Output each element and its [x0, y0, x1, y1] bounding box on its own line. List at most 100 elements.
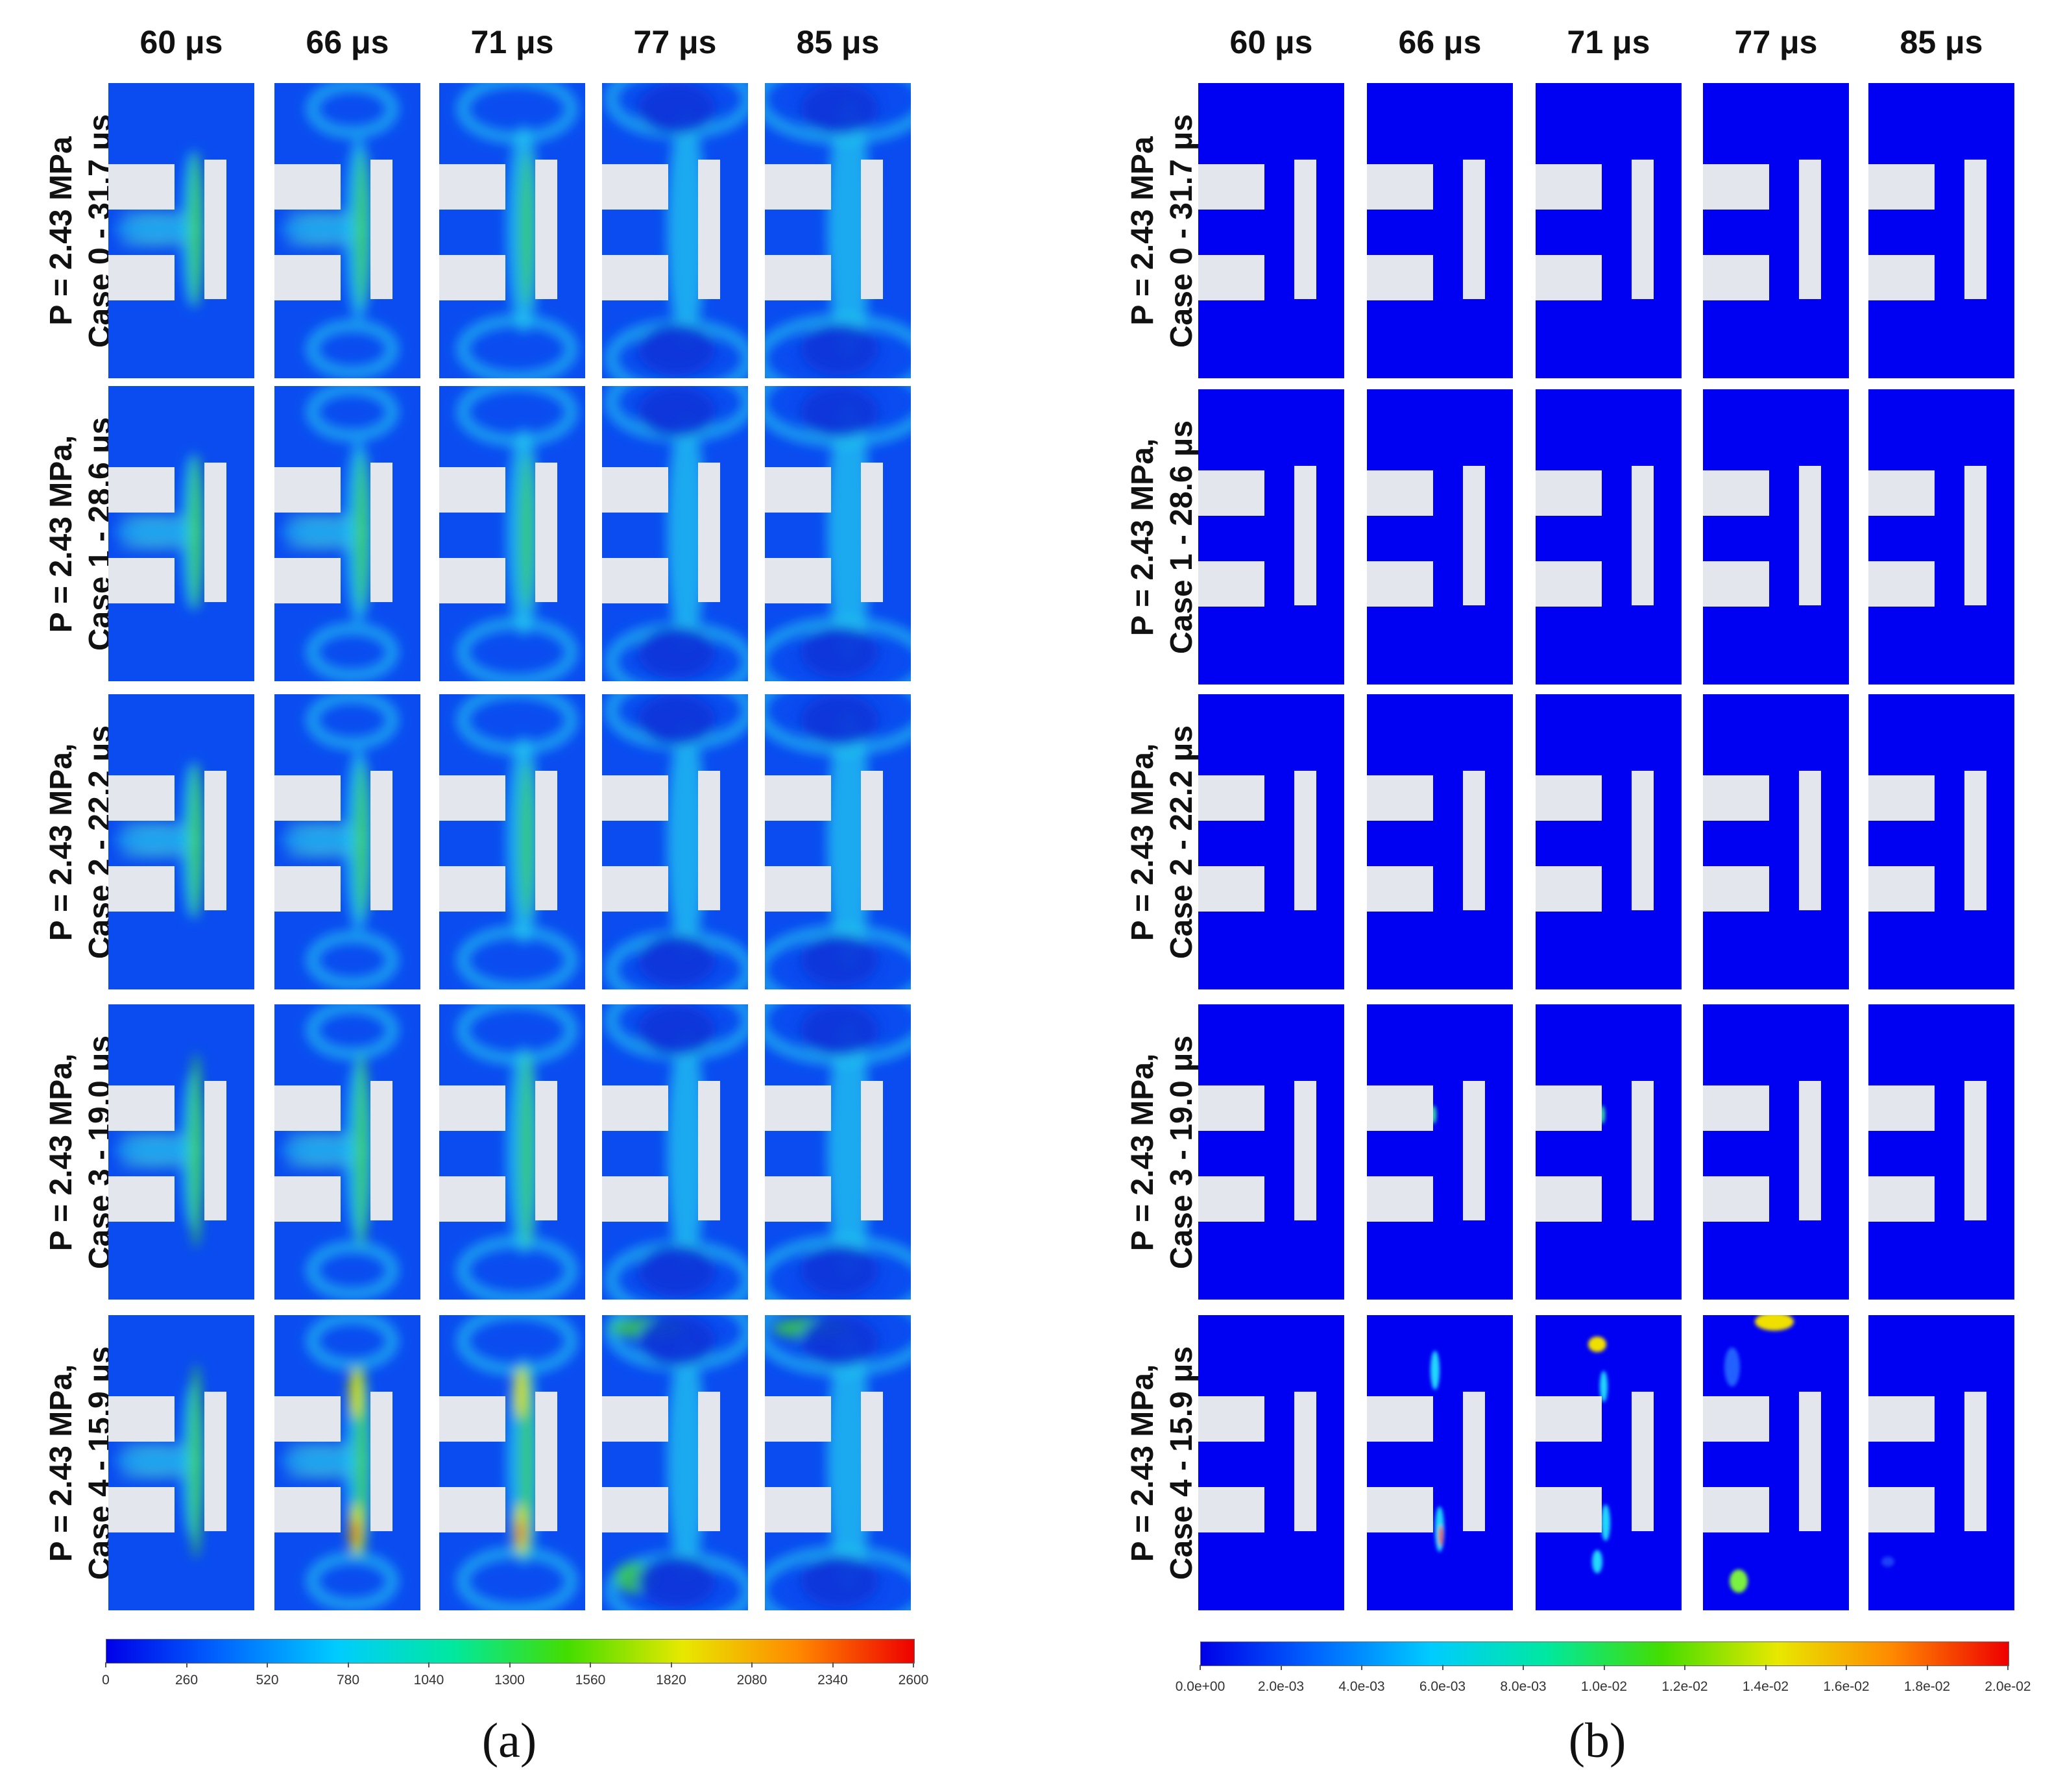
upper-electrode — [1868, 1396, 1935, 1442]
frame-canvas — [1198, 389, 1344, 684]
lower-electrode — [1868, 1176, 1935, 1222]
lower-electrode — [274, 255, 341, 300]
row-label-line: Case 2 - 22.2 μs — [1165, 725, 1199, 959]
field-top-arc — [457, 83, 577, 143]
field-plume — [827, 99, 871, 359]
simulation-frame — [765, 694, 911, 989]
colorbar-tick-label: 1040 — [413, 1673, 444, 1688]
frame-canvas — [274, 83, 420, 378]
field-low-region — [801, 694, 878, 746]
field-jet — [118, 540, 189, 550]
lower-electrode — [602, 558, 668, 603]
lower-electrode — [1703, 1487, 1769, 1532]
target-plate — [1632, 466, 1654, 605]
field-plume — [667, 1344, 706, 1578]
upper-electrode — [1536, 775, 1602, 821]
colorbar-tick-mark — [1442, 1665, 1443, 1670]
field-jet — [284, 237, 356, 247]
field-low-region — [638, 83, 716, 135]
time-label: 85 μs — [796, 24, 880, 60]
field-jet — [281, 523, 372, 541]
target-plate — [1632, 1081, 1654, 1220]
field-low-region — [801, 1315, 878, 1367]
field-background — [1703, 83, 1849, 378]
simulation-frame — [1536, 694, 1682, 989]
upper-electrode — [1367, 470, 1433, 516]
field-low-region — [801, 626, 878, 678]
simulation-frame — [439, 83, 585, 378]
colorbar-tick-mark — [751, 1662, 753, 1667]
lower-electrode — [1198, 561, 1264, 607]
colorbar-tick-mark — [670, 1662, 672, 1667]
colorbar-tick-mark — [1523, 1665, 1524, 1670]
upper-electrode — [108, 1396, 175, 1442]
field-jet — [118, 1443, 189, 1453]
field-hot-spot — [1724, 1348, 1740, 1386]
frame-canvas — [1198, 83, 1344, 378]
upper-electrode — [765, 1396, 831, 1442]
simulation-frame — [1198, 1004, 1344, 1300]
field-hot-spot — [1601, 1505, 1610, 1541]
field-bottom-arc — [765, 617, 911, 681]
lower-electrode — [274, 1487, 341, 1532]
colorbar — [1200, 1641, 2009, 1666]
colorbar-tick-label: 520 — [256, 1673, 279, 1688]
lower-electrode — [765, 255, 831, 300]
simulation-frame — [1536, 1004, 1682, 1300]
field-bottom-arc — [457, 1236, 577, 1300]
colorbar-tick-label: 1.6e-02 — [1823, 1679, 1870, 1694]
frame-canvas — [1868, 389, 2014, 684]
field-background — [1367, 389, 1513, 684]
colorbar-tick-label: 2.0e-03 — [1257, 1679, 1305, 1694]
field-background — [1703, 1004, 1849, 1300]
upper-electrode — [1536, 1396, 1602, 1442]
simulation-frame — [274, 386, 420, 681]
upper-electrode — [1868, 775, 1935, 821]
simulation-frame — [765, 1004, 911, 1300]
upper-electrode — [1198, 775, 1264, 821]
colorbar-tick-mark — [1846, 1665, 1847, 1670]
upper-electrode — [274, 775, 341, 821]
field-jet — [115, 831, 206, 849]
field-hot-spot — [1439, 1525, 1443, 1546]
field-plume — [827, 710, 871, 970]
simulation-frame — [108, 1004, 254, 1300]
colorbar-tick-mark — [1765, 1665, 1767, 1670]
frame-canvas — [765, 1004, 911, 1300]
lower-electrode — [108, 866, 175, 912]
frame-canvas — [439, 386, 585, 681]
colorbar-tick-mark — [105, 1662, 106, 1667]
target-plate — [370, 771, 392, 910]
upper-electrode — [1703, 1396, 1769, 1442]
colorbar-tick-label: 4.0e-03 — [1338, 1679, 1385, 1694]
target-plate — [1799, 160, 1821, 299]
field-bottom-arc — [457, 618, 577, 681]
field-bottom-arc — [306, 623, 398, 681]
lower-electrode — [1198, 866, 1264, 912]
target-plate — [861, 463, 883, 602]
row-label-line: P = 2.43 MPa, — [1126, 743, 1160, 941]
row-label-line: P = 2.43 MPa — [44, 136, 78, 326]
row-label: P = 2.43 MPa, Case 4 - 15.9 μs — [1124, 1346, 1201, 1579]
lower-electrode — [439, 558, 505, 603]
target-plate — [698, 160, 720, 299]
field-plume — [667, 415, 706, 649]
simulation-frame — [108, 694, 254, 989]
row-label-line: P = 2.43 MPa, — [1126, 438, 1160, 636]
colorbar-tick-mark — [428, 1662, 429, 1667]
frame-canvas — [274, 1004, 420, 1300]
field-top-arc — [457, 694, 577, 755]
field-background — [1536, 83, 1682, 378]
target-plate — [370, 1081, 392, 1220]
field-hot-spot — [1430, 1351, 1440, 1390]
row-label-line: Case 1 - 28.6 μs — [1165, 420, 1199, 654]
colorbar-tick-label: 1820 — [656, 1673, 686, 1688]
frame-canvas — [1536, 694, 1682, 989]
simulation-frame — [1367, 1004, 1513, 1300]
simulation-frame — [1703, 389, 1849, 684]
upper-electrode — [765, 775, 831, 821]
upper-electrode — [765, 1085, 831, 1131]
lower-electrode — [765, 1176, 831, 1222]
simulation-frame — [765, 386, 911, 681]
